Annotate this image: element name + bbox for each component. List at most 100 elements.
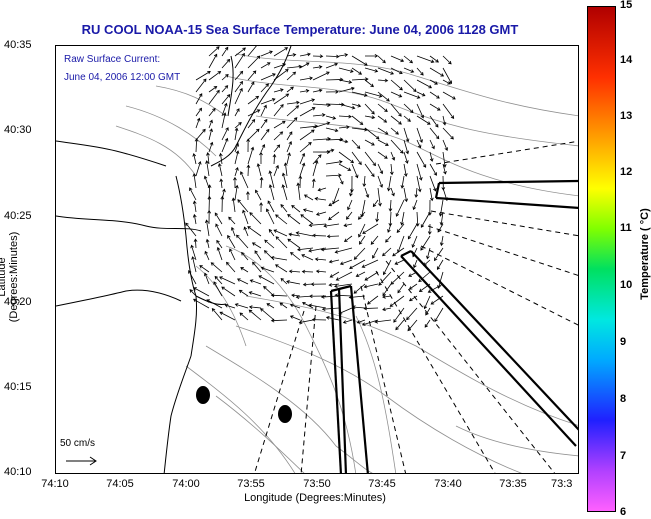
current-vector <box>403 67 415 73</box>
current-vector <box>247 70 257 81</box>
current-vector <box>208 89 220 105</box>
current-vector <box>208 119 213 129</box>
current-vector <box>195 107 203 117</box>
current-vector <box>397 283 405 294</box>
current-vector <box>246 191 250 201</box>
current-vector <box>355 271 366 278</box>
current-vector <box>300 214 314 225</box>
current-vector <box>377 67 395 75</box>
current-vector <box>325 315 340 321</box>
current-vector <box>247 55 261 69</box>
current-vector <box>390 151 396 161</box>
current-vector <box>297 247 314 252</box>
current-vector <box>416 79 433 89</box>
current-vector <box>273 120 286 129</box>
current-vector <box>364 139 375 146</box>
current-vector <box>270 255 288 261</box>
current-vector <box>351 139 361 149</box>
current-vector <box>386 175 392 192</box>
map-canvas <box>56 46 578 473</box>
current-vector <box>416 103 425 119</box>
current-vector <box>237 199 249 213</box>
current-vector <box>351 77 369 82</box>
current-vector <box>303 194 314 201</box>
current-vector <box>338 67 354 73</box>
current-vector <box>259 176 264 189</box>
current-vector <box>286 53 297 57</box>
current-vector <box>357 211 366 220</box>
current-vector <box>364 127 380 140</box>
current-vector <box>221 46 229 57</box>
current-vector <box>344 235 353 243</box>
current-vector <box>442 91 456 100</box>
current-vector <box>338 103 356 110</box>
current-vector <box>382 259 392 276</box>
current-vector <box>272 153 277 165</box>
current-vector <box>377 187 382 207</box>
current-vector <box>442 79 451 85</box>
current-vector <box>312 113 326 117</box>
current-vector <box>338 53 349 57</box>
current-vector <box>286 280 301 285</box>
current-vector <box>442 151 447 168</box>
current-vector <box>442 139 449 151</box>
current-vector <box>420 211 431 228</box>
current-vector <box>230 226 236 237</box>
current-vector <box>192 153 197 165</box>
current-vector <box>351 163 359 179</box>
current-vector <box>349 259 366 269</box>
current-vector <box>273 229 288 237</box>
current-vector <box>234 127 239 141</box>
current-vector <box>416 139 422 149</box>
map-plot-area[interactable] <box>55 45 579 474</box>
current-vector <box>442 127 454 140</box>
current-vector <box>299 107 316 117</box>
current-vector <box>273 69 289 81</box>
current-vector <box>375 211 380 223</box>
current-vector <box>377 163 384 175</box>
current-vector <box>325 115 337 120</box>
current-vector <box>427 283 444 293</box>
current-vector <box>301 269 314 274</box>
x-tick-label: 74:00 <box>172 478 200 490</box>
current-vector <box>234 80 243 93</box>
current-vector <box>203 175 210 189</box>
current-vector <box>377 55 386 64</box>
current-vector <box>312 65 323 69</box>
current-vector <box>418 283 431 293</box>
current-vector <box>234 142 240 153</box>
current-vector <box>317 187 327 192</box>
current-vector <box>221 137 229 153</box>
current-vector <box>189 289 197 297</box>
current-vector <box>338 307 353 315</box>
current-vector <box>279 302 288 309</box>
current-vector <box>403 139 410 155</box>
current-vector <box>273 164 279 177</box>
current-vector <box>260 104 267 117</box>
current-vector <box>234 87 243 105</box>
current-vector <box>328 199 340 207</box>
current-vector <box>215 223 223 237</box>
current-vector <box>251 242 262 249</box>
current-vector <box>325 62 339 69</box>
current-vector <box>206 152 210 165</box>
current-vector <box>325 148 335 153</box>
x-tick-label: 74:10 <box>41 478 69 490</box>
current-vector <box>438 199 444 217</box>
colorbar-tick: 10 <box>620 279 633 291</box>
current-vector <box>374 319 392 324</box>
current-vector <box>377 139 389 146</box>
current-vector <box>403 127 410 143</box>
current-vector <box>403 115 411 122</box>
current-vector <box>281 184 288 201</box>
current-vector <box>314 257 327 262</box>
current-vector <box>192 213 197 225</box>
current-vector <box>362 175 367 188</box>
current-vector <box>364 79 374 88</box>
current-vector <box>408 283 418 290</box>
current-vector <box>268 170 275 189</box>
current-vector <box>248 291 262 297</box>
current-vector <box>260 144 266 153</box>
current-vector <box>390 55 405 63</box>
current-vector <box>239 312 249 321</box>
